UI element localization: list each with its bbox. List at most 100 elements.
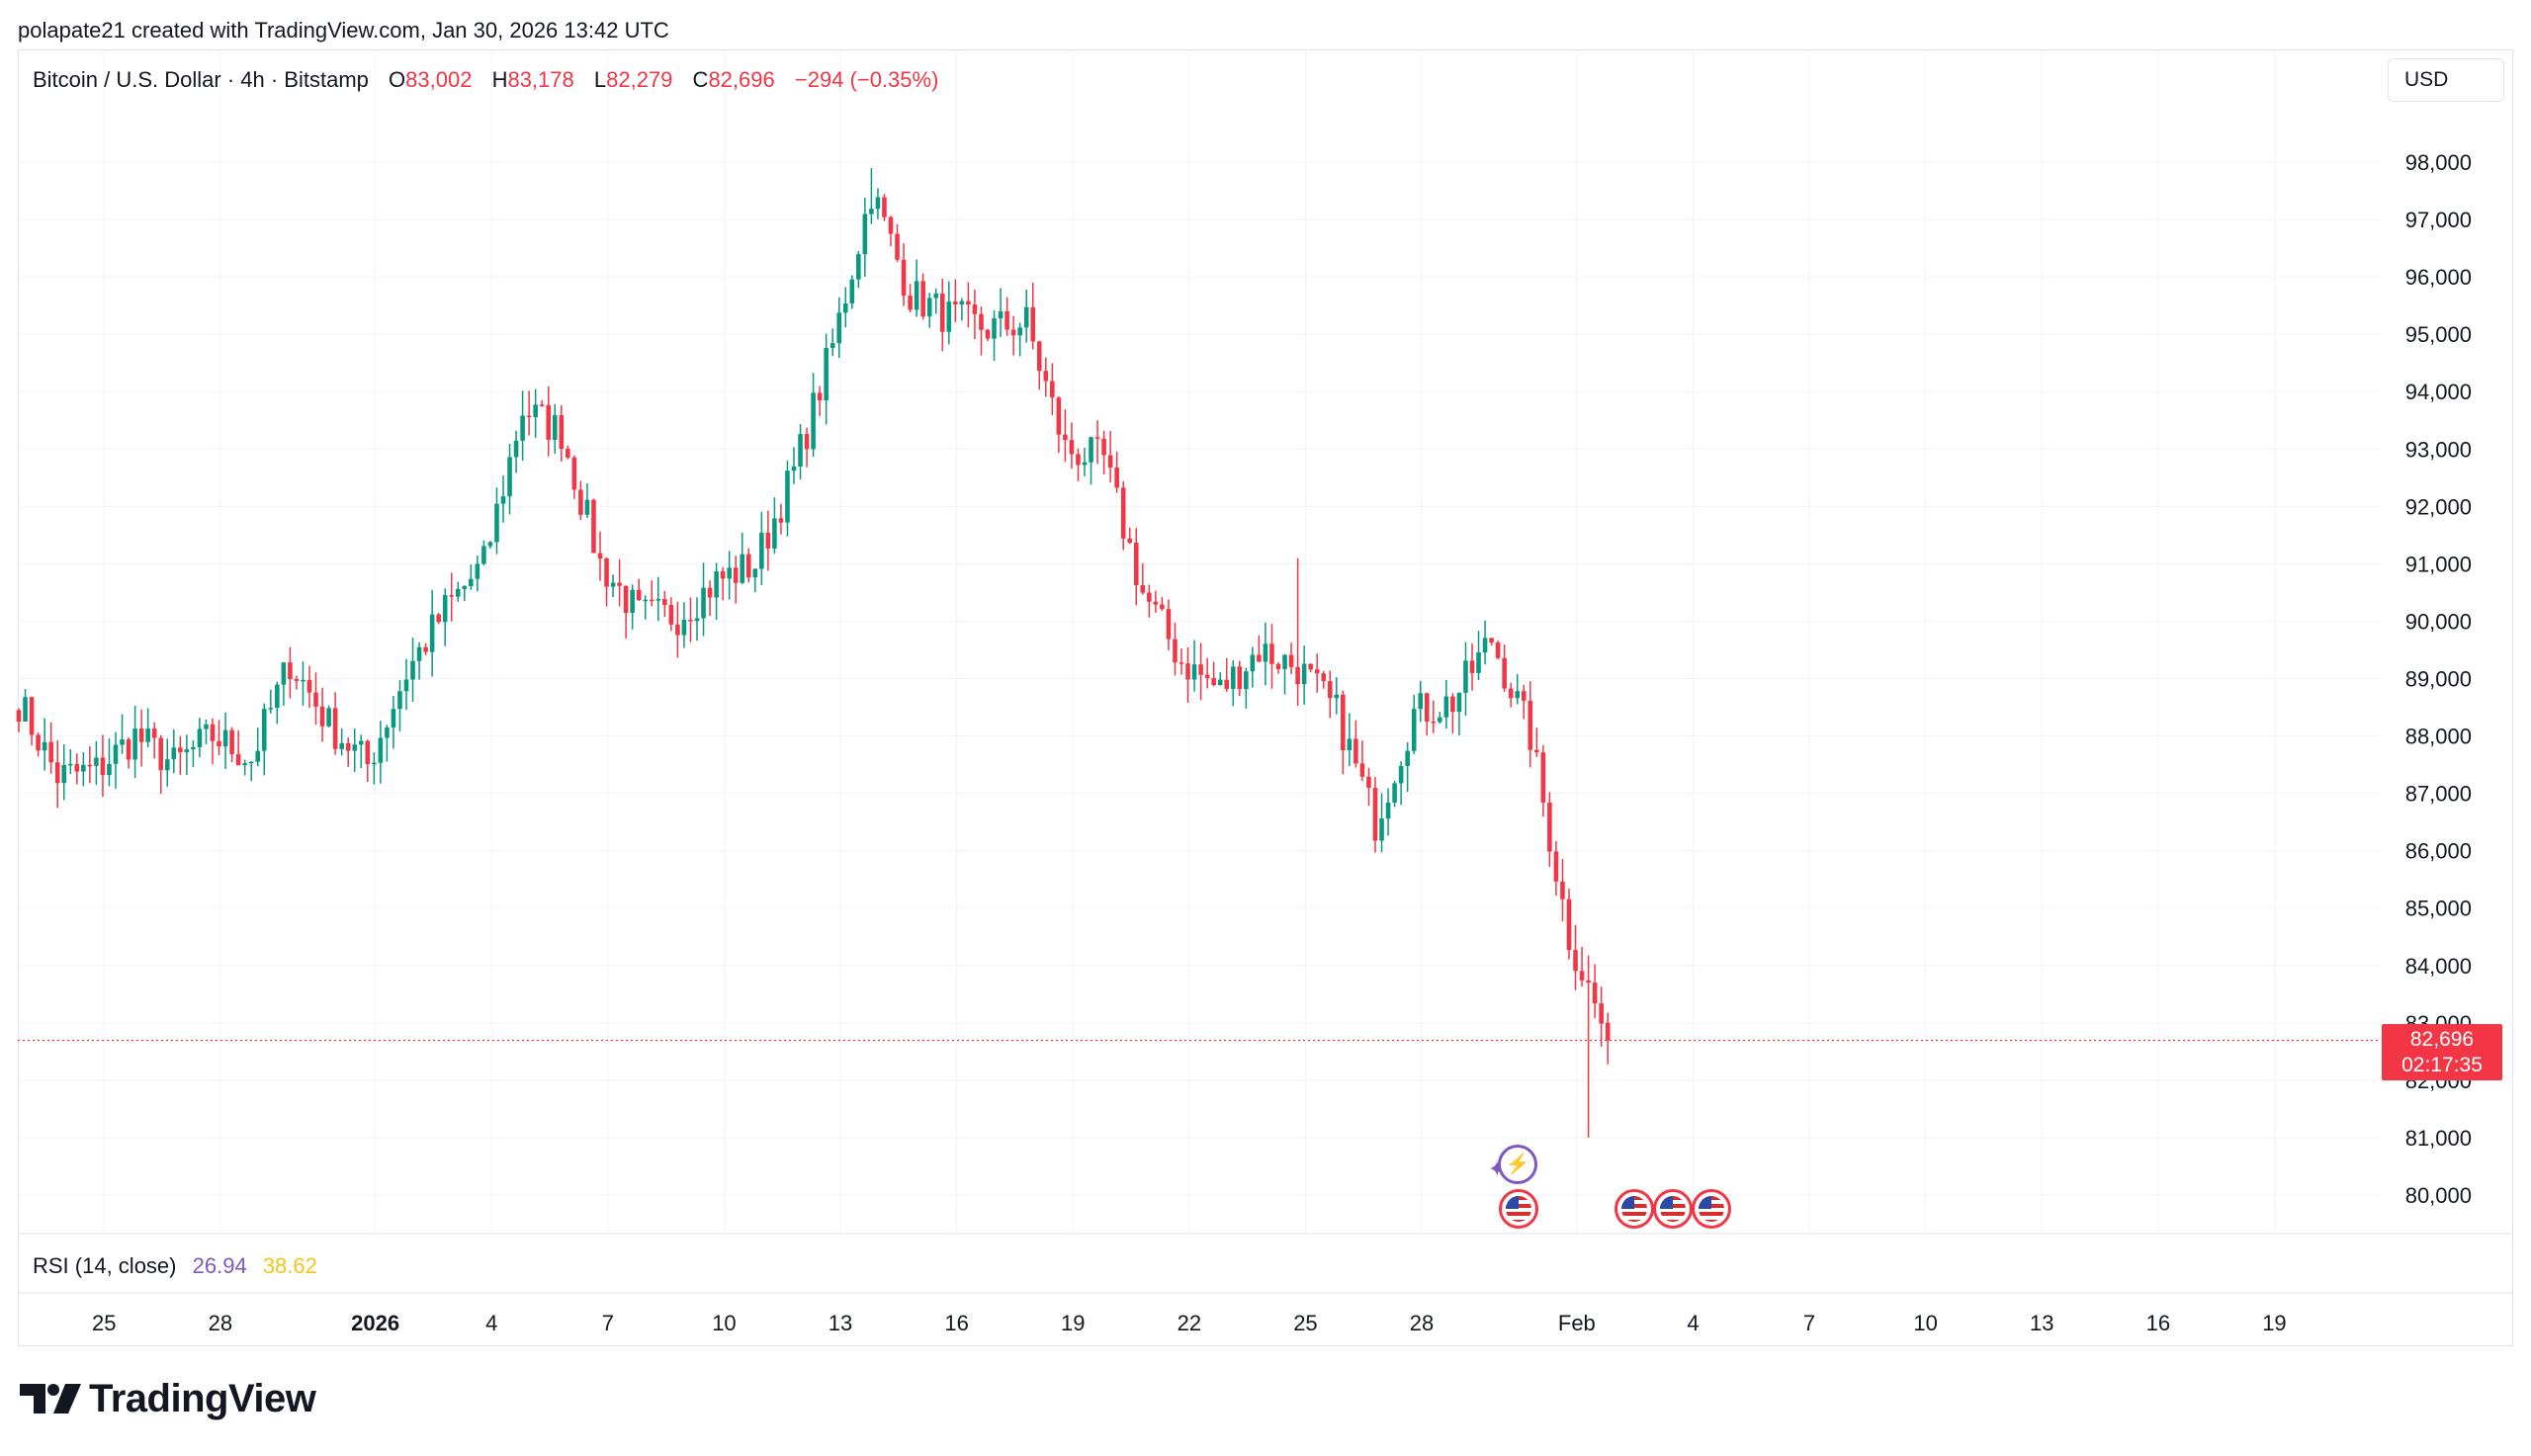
candle-body [1089, 437, 1093, 463]
candle-body [604, 558, 609, 587]
candle-body [1586, 980, 1591, 984]
candle-body [1553, 851, 1559, 882]
candle-body [920, 281, 925, 317]
rsi-label: RSI (14, close) [33, 1253, 177, 1278]
candle-body [391, 709, 396, 728]
candle-body [126, 739, 131, 760]
candle-body [294, 679, 300, 681]
candle-body [113, 744, 119, 764]
candle-body [494, 503, 499, 543]
candle-body [345, 742, 351, 751]
rsi-ma-value: 38.62 [262, 1253, 317, 1278]
candle-body [397, 691, 402, 710]
low-value: 82,279 [606, 67, 673, 92]
x-tick-label: Feb [1558, 1311, 1596, 1335]
candle-body [1230, 666, 1236, 689]
candle-body [745, 554, 751, 578]
us-flag-event-icon[interactable] [1653, 1189, 1693, 1229]
x-tick-label: 13 [829, 1311, 852, 1335]
candle-body [856, 254, 861, 280]
us-flag-event-icon[interactable] [1615, 1189, 1654, 1229]
candle-body [1043, 371, 1049, 382]
candle-body [54, 762, 60, 784]
footer-brand: TradingView [89, 1376, 316, 1420]
candle-body [566, 449, 570, 458]
candle-body [1107, 455, 1113, 469]
candle-body [694, 618, 700, 622]
candle-body [1540, 752, 1546, 803]
candle-body [559, 415, 565, 450]
price-chart[interactable]: 80,00081,00082,00083,00084,00085,00086,0… [0, 0, 2531, 1364]
flash-event-icon[interactable]: ⚡ [1498, 1145, 1537, 1184]
candle-body [449, 595, 455, 597]
candle-body [662, 599, 667, 606]
y-tick-label: 85,000 [2405, 897, 2472, 921]
candle-body [1023, 306, 1029, 328]
candle-body [926, 298, 932, 317]
open-label: O [389, 67, 406, 92]
x-tick-label: 22 [1178, 1311, 1201, 1335]
candle-body [888, 216, 894, 234]
candle-body [229, 729, 234, 754]
candle-body [319, 706, 325, 727]
candle-body [1347, 738, 1353, 751]
candle-body [442, 595, 448, 623]
chart-attribution: polapate21 created with TradingView.com,… [18, 18, 669, 43]
candle-body [829, 343, 835, 349]
symbol-legend: Bitcoin / U.S. Dollar · 4h · Bitstamp O8… [33, 67, 938, 93]
candle-body [1250, 654, 1256, 672]
candle-body [507, 457, 512, 497]
footer-logo[interactable]: TradingView [20, 1374, 316, 1423]
candle-body [1527, 700, 1533, 750]
us-flag-event-icon[interactable] [1499, 1189, 1538, 1229]
candle-body [158, 737, 164, 771]
candle-body [1224, 679, 1230, 689]
candle-body [313, 692, 318, 707]
candle-body [410, 660, 415, 680]
candle-body [953, 301, 958, 304]
candle-body [197, 728, 203, 747]
candle-body [882, 197, 887, 217]
last-price-tag: 82,696 02:17:35 [2382, 1024, 2502, 1080]
candle-body [668, 605, 674, 625]
candle-body [145, 728, 150, 742]
candle-body [1418, 693, 1424, 710]
candle-body [1094, 437, 1100, 439]
candle-body [222, 729, 228, 747]
y-tick-label: 88,000 [2405, 725, 2472, 749]
candle-body [681, 620, 687, 636]
candle-body [811, 392, 816, 450]
candle-body [914, 281, 919, 310]
candle-body [178, 747, 183, 753]
candle-body [842, 303, 848, 313]
candle-body [578, 489, 583, 515]
candle-body [1288, 654, 1294, 667]
rsi-legend[interactable]: RSI (14, close) 26.94 38.62 [33, 1253, 317, 1279]
candle-body [765, 532, 771, 549]
x-tick-label: 10 [1913, 1311, 1937, 1335]
high-label: H [491, 67, 508, 92]
candle-body [1120, 487, 1126, 539]
candle-body [358, 740, 364, 745]
candle-body [1153, 601, 1159, 605]
y-tick-label: 81,000 [2405, 1126, 2472, 1151]
us-flag-event-icon[interactable] [1692, 1189, 1731, 1229]
candle-body [1185, 663, 1190, 680]
candle-body [1133, 543, 1139, 585]
candle-body [817, 392, 823, 401]
candle-body [752, 568, 758, 578]
candle-body [42, 741, 47, 751]
candle-body [520, 415, 525, 441]
x-tick-label: 4 [485, 1311, 497, 1335]
candle-body [248, 761, 254, 764]
candle-body [164, 759, 170, 771]
candle-body [617, 582, 622, 586]
candle-body [184, 749, 190, 753]
currency-button[interactable]: USD [2388, 58, 2504, 102]
candle-body [120, 739, 125, 745]
candle-body [1321, 673, 1327, 682]
candle-body [1076, 454, 1081, 466]
candle-body [836, 312, 842, 344]
candle-body [1573, 950, 1578, 972]
candle-body [849, 279, 855, 304]
